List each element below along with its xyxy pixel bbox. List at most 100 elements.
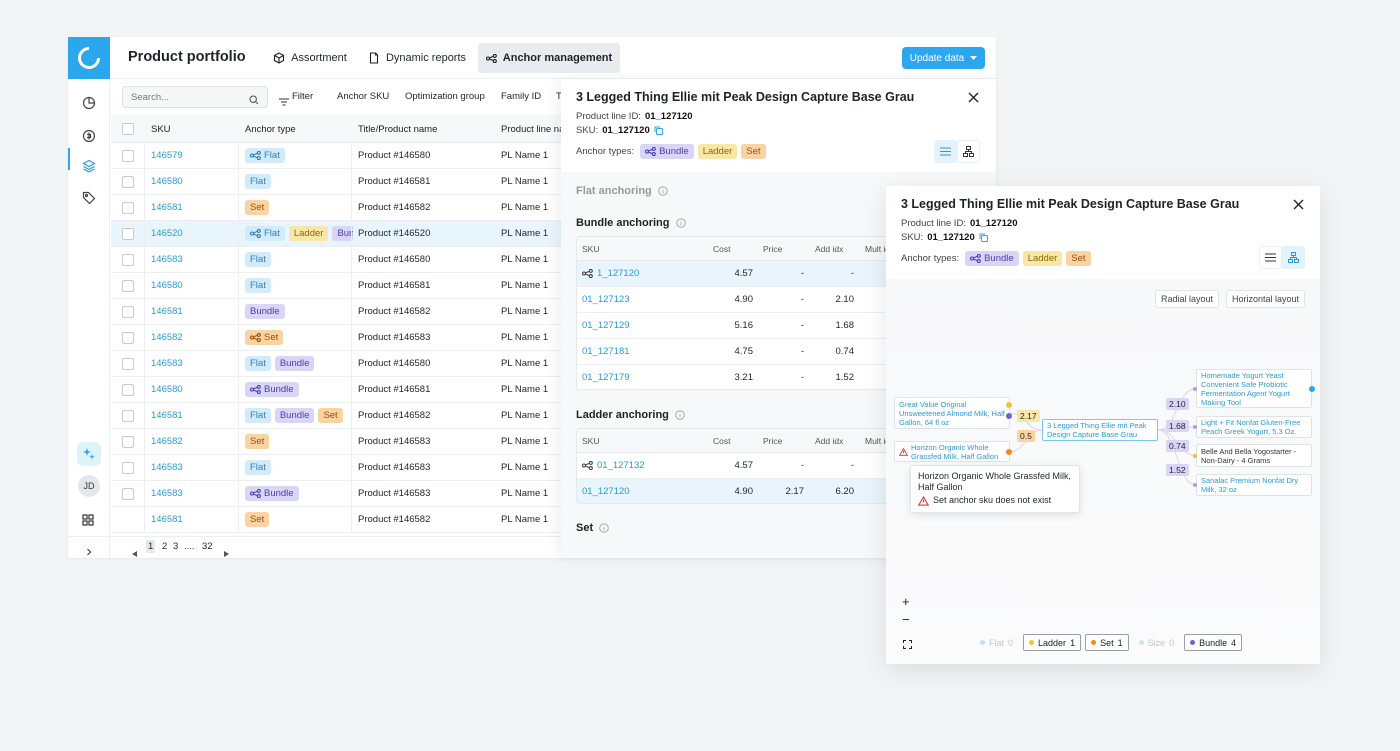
column-chip[interactable]: Family ID: [501, 91, 542, 102]
legend-item[interactable]: Ladder 1: [1023, 634, 1082, 651]
graph-node[interactable]: Homemade Yogurt Yeast Convenient Safe Pr…: [1196, 369, 1312, 408]
sku-link[interactable]: 146580: [151, 384, 183, 395]
anchoring-sku-text[interactable]: 01_127120: [582, 486, 630, 497]
layout-button[interactable]: Radial layout: [1155, 290, 1220, 308]
sku-link[interactable]: 146582: [151, 332, 183, 343]
graph-node[interactable]: Great Value Original Unsweetened Almond …: [894, 397, 1010, 429]
graph-node[interactable]: 3 Legged Thing Ellie mit Peak Design Cap…: [1042, 419, 1158, 441]
legend-item[interactable]: Size 0: [1133, 634, 1181, 651]
anchoring-sku-text[interactable]: 01_127181: [582, 346, 630, 357]
fit-button[interactable]: [903, 636, 912, 649]
row-checkbox[interactable]: [122, 306, 134, 318]
table-row[interactable]: 146580 Bundle Product #146581 PL Name 1: [111, 377, 996, 403]
nav-tab[interactable]: Assortment: [264, 43, 356, 73]
row-checkbox[interactable]: [122, 228, 134, 240]
anchoring-sku-text[interactable]: 01_127132: [597, 460, 645, 471]
close-button[interactable]: [968, 90, 980, 103]
column-chip[interactable]: Optimization group: [405, 91, 485, 102]
view-toggle[interactable]: [934, 140, 957, 163]
graph-node[interactable]: Light + Fit Nonfat Gluten-Free Peach Gre…: [1196, 416, 1312, 438]
anchoring-row[interactable]: 01_127129 5.16 - 1.68: [577, 313, 915, 339]
legend-item[interactable]: Flat 0: [974, 634, 1019, 651]
view-toggle[interactable]: [1259, 246, 1282, 269]
legend-item[interactable]: Set 1: [1085, 634, 1129, 651]
graph-node[interactable]: Horizon Organic Whole Grassfed Milk, Hal…: [894, 441, 1010, 462]
graph-node[interactable]: Sanalac Premium Nonfat Dry Milk, 32 oz: [1196, 474, 1312, 496]
graph-node[interactable]: Belle And Bella Yogostarter - Non-Dairy …: [1196, 444, 1312, 467]
filter-button[interactable]: Filter: [292, 91, 314, 102]
page-number[interactable]: 2: [162, 541, 168, 552]
table-row[interactable]: 146583 Bundle Product #146583 PL Name 1: [111, 481, 996, 507]
sku-link[interactable]: 146581: [151, 410, 183, 421]
row-checkbox[interactable]: [122, 410, 134, 422]
sku-link[interactable]: 146581: [151, 306, 183, 317]
table-row[interactable]: 146583 Flat Product #146580 PL Name 1: [111, 247, 996, 273]
row-checkbox[interactable]: [122, 176, 134, 188]
sku-value: 01_127120: [927, 232, 975, 243]
sku-link[interactable]: 146520: [151, 228, 183, 239]
sku-link[interactable]: 146583: [151, 462, 183, 473]
layout-button[interactable]: Horizontal layout: [1226, 290, 1306, 308]
search-box[interactable]: Search...: [122, 86, 268, 108]
row-checkbox[interactable]: [122, 462, 134, 474]
sku-link[interactable]: 146582: [151, 436, 183, 447]
table-row[interactable]: 146580 Flat Product #146581 PL Name 1: [111, 273, 996, 299]
anchoring-sku-text[interactable]: 1_127120: [597, 268, 640, 279]
table-row[interactable]: 146580 Flat Product #146581 PL Name 1: [111, 169, 996, 195]
anchoring-sku-text[interactable]: 01_127179: [582, 372, 630, 383]
anchoring-row[interactable]: 01_127132 4.57 - -: [577, 453, 915, 479]
anchoring-row[interactable]: 01_127123 4.90 - 2.10: [577, 287, 915, 313]
anchor-type-tag: Set: [245, 330, 284, 345]
table-row[interactable]: 146583 Flat Product #146583 PL Name 1: [111, 455, 996, 481]
sku-link[interactable]: 146579: [151, 150, 183, 161]
row-checkbox[interactable]: [122, 150, 134, 162]
anchoring-row[interactable]: 01_127181 4.75 - 0.74: [577, 339, 915, 365]
table-row[interactable]: 146581 Set Product #146582 PL Name 1: [111, 195, 996, 221]
row-checkbox[interactable]: [122, 384, 134, 396]
column-chip[interactable]: Anchor SKU: [337, 91, 390, 102]
row-checkbox[interactable]: [122, 202, 134, 214]
row-checkbox[interactable]: [122, 488, 134, 500]
zoom-button[interactable]: −: [902, 612, 910, 627]
cell-divider: [351, 299, 352, 325]
page-number[interactable]: 3: [173, 541, 179, 552]
table-row[interactable]: 146582 Set Product #146583 PL Name 1: [111, 429, 996, 455]
row-checkbox[interactable]: [122, 254, 134, 266]
nav-tab[interactable]: Anchor management: [478, 43, 620, 73]
table-row[interactable]: 146583 Flat Bundle Product #146580 PL Name 1: [111, 351, 996, 377]
sku-link[interactable]: 146583: [151, 488, 183, 499]
row-checkbox[interactable]: [122, 436, 134, 448]
nav-tab[interactable]: Dynamic reports: [362, 43, 472, 73]
zoom-button[interactable]: +: [902, 594, 910, 609]
anchoring-sku-text[interactable]: 01_127129: [582, 320, 630, 331]
legend-count: 0: [1169, 637, 1175, 648]
anchoring-row[interactable]: 1_127120 4.57 - -: [577, 261, 915, 287]
legend-item[interactable]: Bundle 4: [1184, 634, 1243, 651]
anchoring-row[interactable]: 01_127179 3.21 - 1.52: [577, 365, 915, 389]
tab-icon: [368, 52, 380, 64]
anchoring-sku-text[interactable]: 01_127123: [582, 294, 630, 305]
sku-link[interactable]: 146583: [151, 254, 183, 265]
anchoring-row[interactable]: 01_127120 4.90 2.17 6.20: [577, 479, 915, 503]
page-number[interactable]: 32: [202, 541, 213, 552]
user-avatar[interactable]: JD: [78, 475, 100, 497]
anchoring-cell: -: [800, 294, 804, 305]
row-checkbox[interactable]: [122, 332, 134, 344]
sku-link[interactable]: 146583: [151, 358, 183, 369]
view-toggle[interactable]: [957, 140, 980, 163]
close-button[interactable]: [1293, 197, 1305, 210]
row-checkbox[interactable]: [122, 358, 134, 370]
table-row[interactable]: 146581 Flat Bundle Set Product #146582 PL Nam…: [111, 403, 996, 429]
view-toggle[interactable]: [1282, 246, 1305, 269]
sku-link[interactable]: 146580: [151, 176, 183, 187]
row-checkbox[interactable]: [122, 280, 134, 292]
table-row[interactable]: 146582 Set Product #146583 PL Name 1: [111, 325, 996, 351]
page-number[interactable]: ....: [184, 541, 195, 552]
sku-link[interactable]: 146580: [151, 280, 183, 291]
sku-link[interactable]: 146581: [151, 514, 183, 525]
update-button[interactable]: Update data: [902, 47, 985, 69]
page-number[interactable]: 1: [146, 540, 156, 553]
table-row[interactable]: 146581 Bundle Product #146582 PL Name 1: [111, 299, 996, 325]
sku-link[interactable]: 146581: [151, 202, 183, 213]
table-row[interactable]: 146579 Flat Product #146580 PL Name 1: [111, 143, 996, 169]
